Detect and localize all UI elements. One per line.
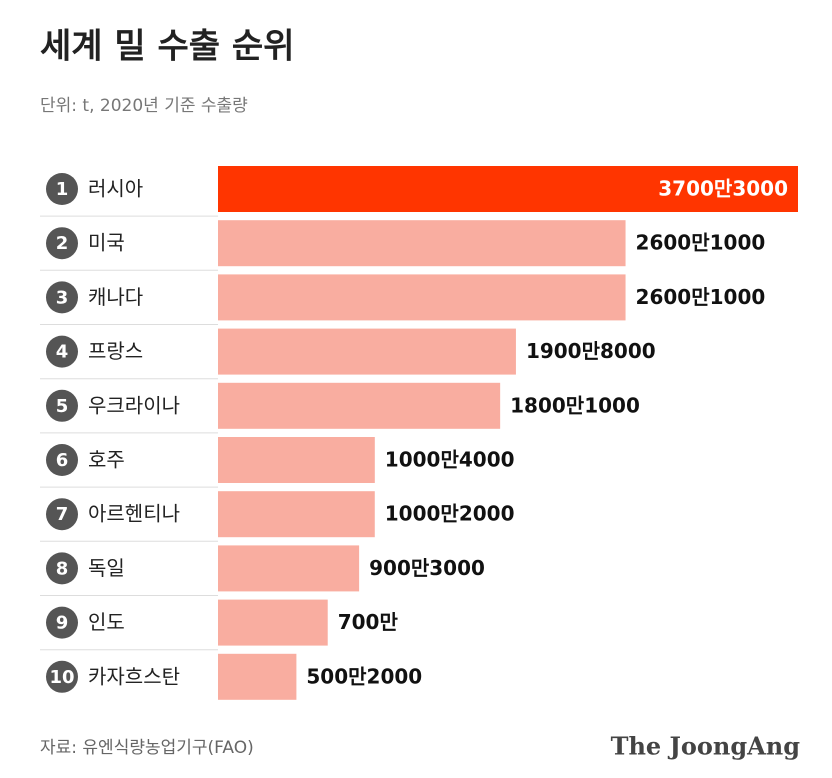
chart-title: 세계 밀 수출 순위: [40, 27, 294, 67]
y-tick-label: 인도: [88, 610, 125, 634]
rank-label: 6: [56, 450, 69, 471]
rank-badge: [46, 552, 78, 585]
value-label: 1800만1000: [510, 393, 640, 417]
bar: [218, 382, 501, 429]
rank-label: 9: [56, 613, 69, 634]
y-tick-label: 캐나다: [88, 285, 143, 309]
rank-label: 2: [56, 233, 69, 254]
y-tick-label: 미국: [88, 231, 125, 255]
rank-badge: [46, 389, 78, 422]
rank-label: 1: [56, 179, 69, 200]
rank-badge: [46, 660, 78, 693]
value-label: 3700만3000: [658, 177, 788, 201]
rank-badge: [46, 444, 78, 476]
rank-badge: [46, 606, 78, 639]
y-tick-label: 호주: [88, 448, 125, 472]
rank-badge: [46, 173, 78, 205]
value-label: 900만3000: [369, 556, 485, 580]
rank-label: 3: [56, 287, 69, 308]
y-tick-label: 우크라이나: [88, 393, 180, 417]
bar: [218, 545, 360, 592]
source: 자료: 유엔식량농업기구(FAO): [40, 738, 254, 758]
value-label: 2600만1000: [636, 285, 766, 309]
bar: [218, 491, 375, 538]
rank-label: 10: [49, 667, 74, 688]
value-label: 1000만4000: [385, 448, 515, 472]
rank-badge: [46, 227, 78, 260]
rank-badge: [46, 498, 78, 531]
y-tick-label: 러시아: [88, 177, 143, 201]
rank-label: 5: [56, 396, 69, 417]
y-tick-label: 아르헨티나: [88, 502, 180, 526]
value-label: 700만: [338, 610, 399, 634]
rank-label: 8: [56, 558, 69, 579]
bar: [218, 220, 626, 267]
rank-badge: [46, 335, 78, 368]
value-label: 1900만8000: [526, 339, 656, 363]
y-tick-label: 카자흐스탄: [88, 664, 180, 688]
bar: [218, 328, 516, 375]
y-tick-label: 프랑스: [88, 339, 143, 363]
bar: [218, 166, 798, 212]
bar: [218, 274, 626, 321]
rank-label: 7: [56, 504, 69, 525]
value-label: 1000만2000: [385, 502, 515, 526]
rank-badge: [46, 281, 78, 314]
chart-subtitle: 단위: t, 2020년 기준 수출량: [40, 96, 248, 116]
bar: [218, 437, 375, 483]
rank-label: 4: [56, 342, 69, 363]
logo: The JoongAng: [611, 732, 801, 761]
y-tick-label: 독일: [88, 556, 125, 580]
value-label: 2600만1000: [636, 231, 766, 255]
bar: [218, 653, 297, 700]
bar: [218, 599, 328, 646]
value-label: 500만2000: [306, 664, 422, 688]
